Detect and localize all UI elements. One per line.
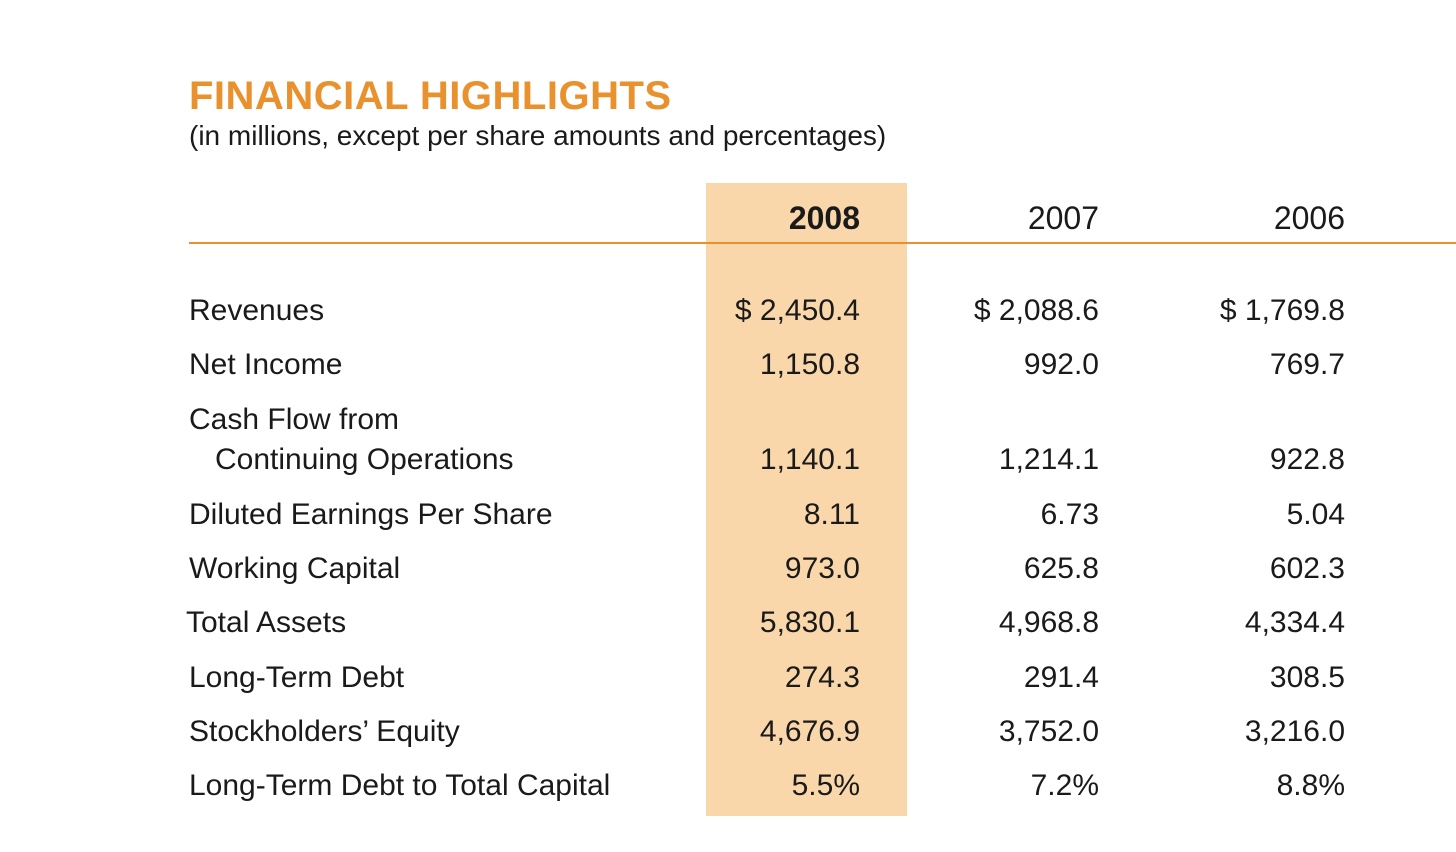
cell-2006: 769.7: [1269, 348, 1345, 381]
cell-2008: 973.0: [784, 552, 860, 585]
cell-2006: 3,216.0: [1244, 715, 1345, 748]
cell-2007: 291.4: [1023, 661, 1099, 694]
cell-2006: 4,334.4: [1244, 606, 1345, 639]
column-header-2007: 2007: [1027, 200, 1099, 236]
cell-2008: 8.11: [803, 498, 860, 531]
cell-2007: 3,752.0: [998, 715, 1099, 748]
cell-2006: 602.3: [1269, 552, 1345, 585]
cell-2007: $ 2,088.6: [973, 294, 1099, 327]
cell-2008: 1,140.1: [759, 443, 860, 476]
cell-2007: 7.2%: [1030, 769, 1099, 802]
cell-2008: 5,830.1: [759, 606, 860, 639]
cell-2008: 1,150.8: [759, 348, 860, 381]
cell-2008: 274.3: [784, 661, 860, 694]
row-label: Working Capital: [189, 552, 401, 585]
cell-2007: 4,968.8: [998, 606, 1099, 639]
column-header-2008: 2008: [788, 200, 860, 236]
row-label: Long-Term Debt to Total Capital: [189, 769, 611, 802]
cell-2007: 1,214.1: [998, 443, 1099, 476]
cell-2007: 992.0: [1023, 348, 1099, 381]
cell-2006: 5.04: [1286, 498, 1345, 531]
row-label: Net Income: [189, 348, 343, 381]
row-label: Diluted Earnings Per Share: [189, 498, 553, 531]
cell-2007: 625.8: [1023, 552, 1099, 585]
header-divider: [189, 242, 1456, 244]
cell-2008: $ 2,450.4: [734, 294, 860, 327]
cell-2006: 308.5: [1269, 661, 1345, 694]
page-title: FINANCIAL HIGHLIGHTS: [189, 74, 672, 118]
row-label: Stockholders’ Equity: [189, 715, 460, 748]
row-label: Total Assets: [186, 606, 347, 639]
highlight-column-2008: [706, 183, 907, 816]
page-subtitle: (in millions, except per share amounts a…: [189, 120, 887, 151]
cell-2006: 8.8%: [1276, 769, 1345, 802]
cell-2008: 4,676.9: [759, 715, 860, 748]
row-label: Long-Term Debt: [189, 661, 405, 694]
cell-2006: $ 1,769.8: [1219, 294, 1345, 327]
cell-2008: 5.5%: [791, 769, 860, 802]
cell-2006: 922.8: [1269, 443, 1345, 476]
row-label-line2: Continuing Operations: [215, 443, 514, 476]
row-label-line1: Cash Flow from: [189, 403, 400, 436]
row-label: Cash Flow from Continuing Operations: [189, 400, 514, 480]
cell-2007: 6.73: [1040, 498, 1099, 531]
column-header-2006: 2006: [1273, 200, 1345, 236]
row-label: Revenues: [189, 294, 325, 327]
